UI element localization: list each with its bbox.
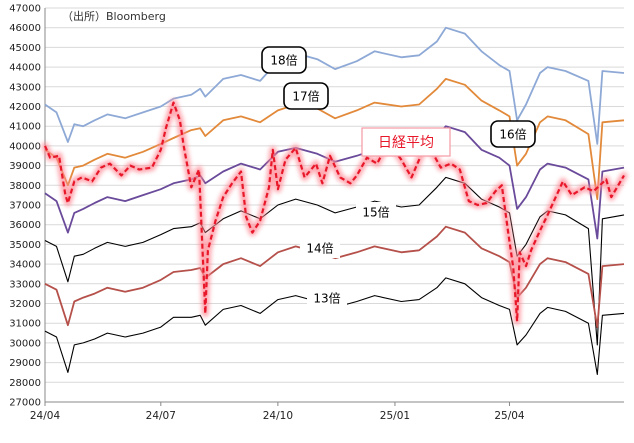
annotation-box: [261, 46, 307, 74]
y-tick-label: 36000: [9, 220, 41, 231]
annotation-box: [300, 238, 340, 258]
axis-layer: 27000 28000 29000 30000 31000 32000 33000 34000…: [9, 4, 624, 422]
y-tick-label: 43000: [9, 82, 41, 93]
x-tick-label: 24/07: [146, 410, 176, 422]
annotation-label: 18倍: [270, 52, 297, 67]
y-tick-label: 33000: [9, 279, 41, 290]
annotation-box: [283, 82, 329, 110]
y-tick-label: 35000: [9, 240, 41, 251]
annotation-box: [356, 202, 396, 222]
annotation-box: [361, 127, 451, 157]
annotation-layer: 18倍 17倍 16倍 15倍 14倍 13倍 日経平均: [261, 46, 536, 308]
series-line: [44, 78, 625, 201]
annotation-box: [307, 288, 347, 308]
y-tick-label: 44000: [9, 63, 41, 74]
y-tick-label: 37000: [9, 201, 41, 212]
y-tick-label: 31000: [9, 319, 41, 330]
y-tick-label: 34000: [9, 260, 41, 271]
x-tick-label: 24/10: [263, 410, 293, 422]
y-tick-label: 27000: [9, 398, 41, 409]
y-tick-label: 47000: [9, 4, 41, 15]
series-layer: [41, 26, 628, 375]
x-tick-label: 25/01: [380, 410, 410, 422]
annotation-box: [490, 120, 536, 148]
y-tick-label: 45000: [9, 43, 41, 54]
y-tick-label: 39000: [9, 161, 41, 172]
y-tick-label: 32000: [9, 299, 41, 310]
x-tick-label: 24/04: [30, 410, 61, 422]
series-line-nikkei: [43, 101, 625, 323]
series-line: [44, 26, 625, 145]
annotation-label: 17倍: [292, 88, 319, 103]
grid-layer: [45, 7, 624, 403]
source-label: （出所）Bloomberg: [62, 9, 166, 23]
y-tick-label: 38000: [9, 181, 41, 192]
annotation-label: 13倍: [313, 290, 340, 305]
y-tick-label: 41000: [9, 122, 41, 133]
y-tick-label: 46000: [9, 23, 41, 34]
series-line: [44, 176, 625, 346]
annotation-label: 16倍: [499, 126, 526, 141]
annotation-label: 日経平均: [378, 135, 434, 151]
annotation-label: 15倍: [362, 204, 389, 219]
annotation-label: 14倍: [306, 240, 333, 255]
y-tick-label: 30000: [9, 338, 41, 349]
y-tick-label: 40000: [9, 141, 41, 152]
y-tick-label: 42000: [9, 102, 41, 113]
x-tick-label: 25/04: [494, 410, 525, 422]
y-tick-label: 29000: [9, 358, 41, 369]
y-tick-label: 28000: [9, 378, 41, 389]
